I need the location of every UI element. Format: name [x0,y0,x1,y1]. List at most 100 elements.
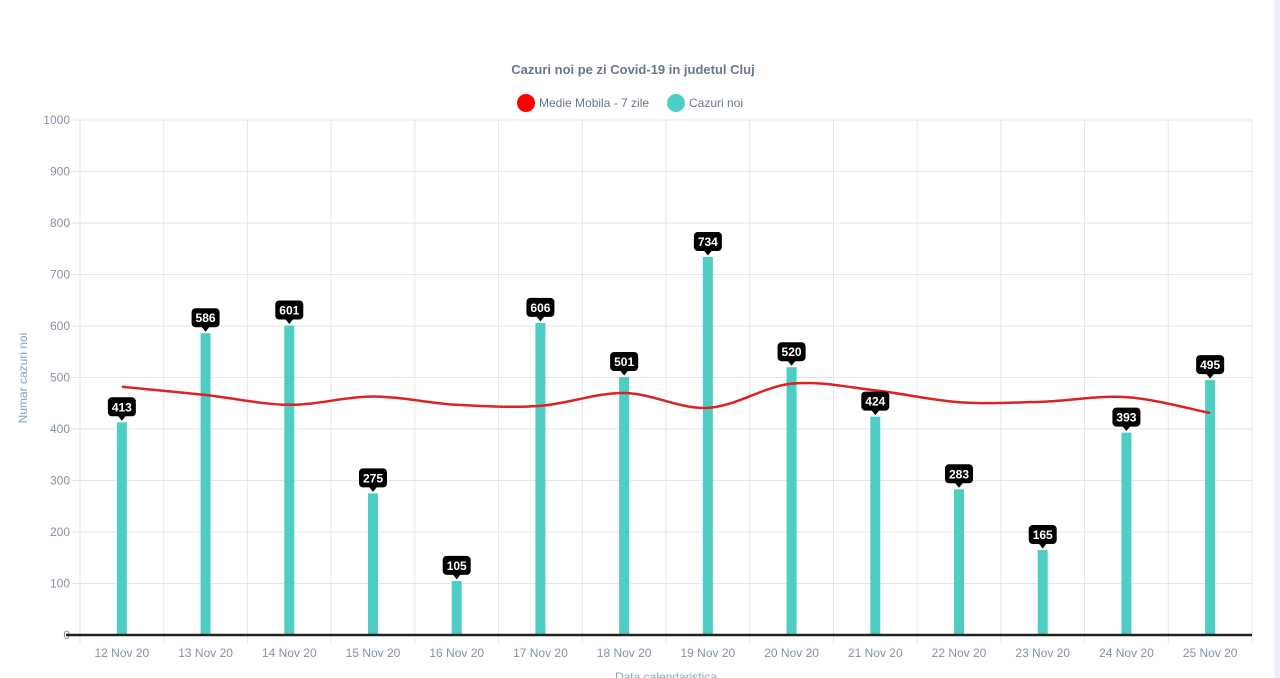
legend-item-cazuri-noi[interactable]: Cazuri noi [667,94,743,112]
data-label-box [610,351,639,371]
data-label-text: 424 [865,395,885,409]
bar [284,325,295,635]
data-label-box [1112,407,1141,427]
data-labels: 413 586 601 275 105 606 501 734 520 424 283 165 393 4… [107,231,1225,580]
y-tick-label: 700 [50,268,70,282]
y-tick-label: 1000 [43,113,70,127]
y-tick-label: 400 [50,422,70,436]
legend[interactable]: Medie Mobila - 7 zile Cazuri noi [517,94,743,112]
bar [200,333,211,635]
y-tick-label: 900 [50,165,70,179]
chart-title: Cazuri noi pe zi Covid-19 in judetul Clu… [511,62,754,77]
data-label: 495 [1196,355,1225,379]
data-label-pointer [787,360,796,366]
x-tick-label: 20 Nov 20 [764,646,819,660]
data-label-text: 105 [447,559,467,573]
x-tick-label: 18 Nov 20 [597,646,652,660]
data-label: 275 [359,468,387,492]
data-label: 734 [693,231,722,256]
data-label-pointer [703,250,712,256]
data-label-pointer [117,415,126,421]
data-label-text: 495 [1200,358,1220,372]
bar [954,489,964,635]
y-tick-label: 200 [50,525,70,539]
data-label-box [526,297,555,317]
legend-marker-moving-average [517,94,535,112]
data-label-text: 734 [698,235,718,249]
grid [72,119,1253,643]
data-label-box [945,464,973,484]
legend-item-moving-average[interactable]: Medie Mobila - 7 zile [517,94,649,112]
data-label-text: 283 [949,467,969,481]
bar [786,367,797,635]
y-tick-label: 300 [50,474,70,488]
x-axis-title: Data calendaristica [615,670,717,678]
bars [116,256,1216,635]
data-label: 393 [1112,407,1141,432]
data-label: 601 [275,300,304,324]
data-label-text: 165 [1033,528,1053,542]
data-label-box [107,397,136,417]
x-tick-label: 23 Nov 20 [1015,646,1070,660]
bar [702,256,713,635]
bar [1121,432,1132,635]
bar [535,322,546,635]
data-label-text: 393 [1116,411,1136,425]
y-tick-label: 100 [50,577,70,591]
data-label-pointer [536,316,545,322]
data-label-box [777,342,806,362]
data-label-box [442,555,471,575]
y-axis-title: Numar cazuri noi [16,333,30,424]
data-label-box [191,308,220,328]
x-tick-label: 22 Nov 20 [932,646,987,660]
data-label: 520 [777,342,806,366]
data-label-text: 275 [363,471,383,485]
bar [368,493,378,635]
scrollbar-edge [1274,0,1280,678]
bar [116,422,127,635]
x-tick-label: 21 Nov 20 [848,646,903,660]
data-label-pointer [1206,373,1215,379]
data-label-text: 520 [782,345,802,359]
y-tick-label: 500 [50,371,70,385]
data-label: 606 [526,297,555,322]
data-label-box [1028,525,1057,545]
data-label-text: 413 [112,400,132,414]
legend-marker-cazuri-noi [667,94,685,112]
data-label-pointer [620,370,629,376]
bar [1037,550,1048,635]
data-label-text: 601 [279,303,299,317]
bar [451,580,462,635]
data-label-pointer [452,574,461,580]
y-tick-label: 800 [50,216,70,230]
data-label-pointer [1038,543,1047,549]
data-label-box [1196,355,1225,375]
legend-label-moving-average: Medie Mobila - 7 zile [539,96,649,110]
data-label: 501 [610,351,639,376]
data-label-pointer [285,318,294,324]
y-tick-label: 600 [50,319,70,333]
data-label-text: 606 [530,301,550,315]
bar [1205,380,1216,635]
data-label-box [359,468,387,488]
data-label-pointer [871,410,880,416]
x-tick-label: 16 Nov 20 [429,646,484,660]
data-label: 105 [442,555,471,580]
x-tick-label: 14 Nov 20 [262,646,317,660]
x-tick-label: 17 Nov 20 [513,646,568,660]
x-tick-label: 12 Nov 20 [95,646,150,660]
x-tick-label: 15 Nov 20 [346,646,401,660]
data-label-box [693,231,722,251]
data-label-pointer [201,326,210,332]
data-label: 283 [945,464,973,488]
data-label-pointer [1122,426,1131,432]
x-tick-label: 24 Nov 20 [1099,646,1154,660]
bar [870,416,881,635]
data-label: 424 [861,391,890,416]
data-label-box [275,300,304,320]
data-label-pointer [955,482,963,488]
x-tick-label: 19 Nov 20 [681,646,736,660]
moving-average-path [121,381,1211,415]
x-tick-label: 25 Nov 20 [1183,646,1238,660]
